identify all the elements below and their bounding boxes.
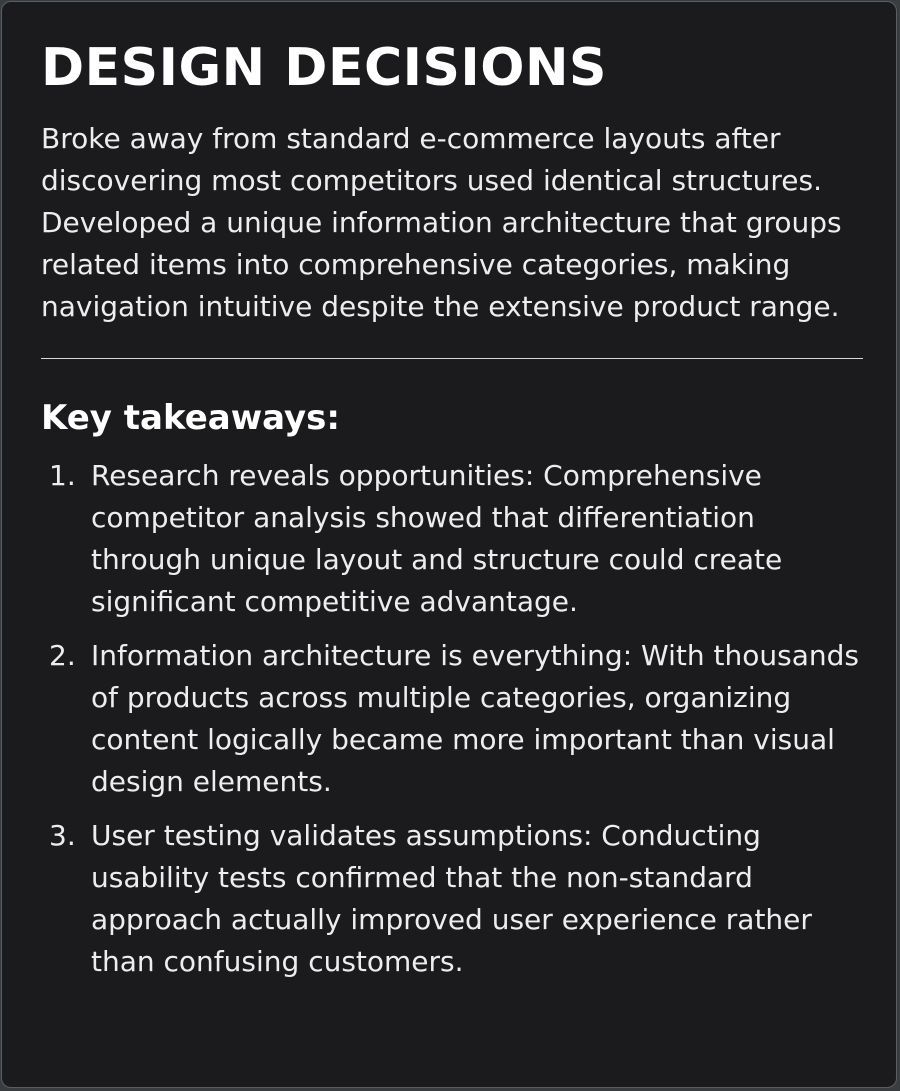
takeaway-text: Research reveals opportunities: Comprehe… <box>91 459 783 618</box>
takeaway-number: 3. <box>49 819 76 852</box>
takeaway-item: 3. User testing validates assumptions: C… <box>41 815 863 983</box>
takeaway-item: 2. Information architecture is everythin… <box>41 635 863 803</box>
takeaway-item: 1. Research reveals opportunities: Compr… <box>41 455 863 623</box>
takeaway-number: 2. <box>49 639 76 672</box>
takeaway-text: User testing validates assumptions: Cond… <box>91 819 812 978</box>
divider <box>41 358 863 359</box>
takeaway-number: 1. <box>49 459 76 492</box>
takeaway-text: Information architecture is everything: … <box>91 639 859 798</box>
takeaways-list: 1. Research reveals opportunities: Compr… <box>41 455 863 983</box>
intro-paragraph: Broke away from standard e-commerce layo… <box>41 122 842 323</box>
key-takeaways-heading: Key takeaways: <box>41 398 341 438</box>
section-title: DESIGN DECISIONS <box>41 38 607 98</box>
